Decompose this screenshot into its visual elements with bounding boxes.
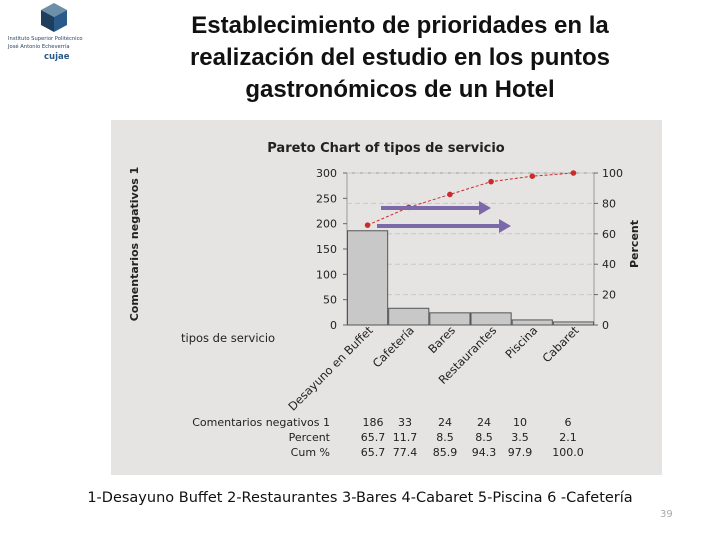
cumulative-point-5 bbox=[529, 173, 536, 179]
table-cell-2-4: 8.5 bbox=[475, 431, 493, 444]
cumulative-point-6 bbox=[570, 170, 577, 176]
x-axis-label: tipos de servicio bbox=[181, 331, 275, 345]
logo-name: cujae bbox=[44, 52, 70, 62]
table-cell-2-3: 8.5 bbox=[436, 431, 454, 444]
table-row-label-3: Cum % bbox=[291, 446, 330, 459]
table-cell-3-3: 85.9 bbox=[433, 446, 458, 459]
table-cell-2-1: 65.7 bbox=[361, 431, 386, 444]
y-tick-label-4: 200 bbox=[316, 218, 337, 231]
y2-tick-label-3: 60 bbox=[602, 228, 616, 241]
y2-tick-label-4: 80 bbox=[602, 197, 616, 210]
table-row-label-1: Comentarios negativos 1 bbox=[192, 416, 330, 429]
table-cell-3-1: 65.7 bbox=[361, 446, 386, 459]
y2-tick-label-0: 0 bbox=[602, 319, 609, 332]
table-cell-3-6: 100.0 bbox=[552, 446, 584, 459]
bar-2 bbox=[388, 307, 430, 326]
chart-title: Pareto Chart of tipos de servicio bbox=[267, 141, 505, 156]
logo-line-1: Instituto Superior Politécnico bbox=[8, 35, 83, 42]
table-cell-1-4: 24 bbox=[477, 416, 491, 429]
table-cell-1-3: 24 bbox=[438, 416, 452, 429]
bar-4 bbox=[470, 312, 512, 326]
table-cell-2-2: 11.7 bbox=[393, 431, 418, 444]
bar-6 bbox=[552, 321, 595, 326]
table-row-label-2: Percent bbox=[289, 431, 331, 444]
table-cell-2-5: 3.5 bbox=[511, 431, 529, 444]
cujae-logo-graphic: Instituto Superior Politécnico José Anto… bbox=[7, 3, 83, 62]
annotation-arrow-lower bbox=[377, 219, 511, 233]
table-cell-1-1: 186 bbox=[363, 416, 384, 429]
cumulative-point-3 bbox=[447, 191, 453, 198]
table-cell-2-6: 2.1 bbox=[559, 431, 577, 444]
cujae-logo: Instituto Superior Politécnico José Anto… bbox=[4, 2, 144, 62]
pareto-chart: Pareto Chart of tipos de servicio Coment… bbox=[111, 120, 662, 475]
category-label-6: Cabaret bbox=[539, 323, 581, 365]
category-label-1: Desayuno en Buffet bbox=[285, 323, 376, 414]
y-tick-label-6: 300 bbox=[316, 167, 337, 180]
table-cell-3-2: 77.4 bbox=[393, 446, 418, 459]
slide-title: Establecimiento de prioridades en la rea… bbox=[189, 12, 611, 103]
cumulative-point-4 bbox=[488, 178, 494, 185]
y-tick-label-3: 150 bbox=[316, 243, 337, 256]
logo-cube-right bbox=[54, 10, 67, 32]
cumulative-point-1 bbox=[364, 222, 371, 228]
y-tick-label-0: 0 bbox=[330, 319, 337, 332]
logo-line-2: José Antonio Echeverría bbox=[7, 43, 70, 50]
y-axis-label: Comentarios negativos 1 bbox=[128, 167, 141, 322]
logo-cube-left bbox=[41, 10, 54, 32]
pareto-chart-svg: Pareto Chart of tipos de servicio Coment… bbox=[128, 141, 641, 459]
table-cell-1-5: 10 bbox=[513, 416, 527, 429]
table-cell-3-4: 94.3 bbox=[472, 446, 497, 459]
bar-5 bbox=[511, 319, 553, 326]
category-label-3: Bares bbox=[425, 323, 458, 356]
bar-3 bbox=[429, 312, 471, 326]
y2-tick-label-5: 100 bbox=[602, 167, 623, 180]
category-label-2: Cafetería bbox=[370, 323, 417, 370]
annotation-arrow-lower-head bbox=[499, 219, 511, 233]
annotation-arrow-upper-head bbox=[479, 201, 491, 215]
category-legend: 1-Desayuno Buffet 2-Restaurantes 3-Bares… bbox=[87, 490, 633, 506]
plot-area: 0 50 100 150 200 250 300 0 20 40 60 80 100 Desayuno e… bbox=[285, 167, 623, 414]
y-tick-label-5: 250 bbox=[316, 192, 337, 205]
annotation-arrow-upper bbox=[381, 201, 491, 215]
y2-tick-label-2: 40 bbox=[602, 258, 616, 271]
category-label-5: Piscina bbox=[502, 323, 540, 361]
page-number: 39 bbox=[660, 509, 673, 520]
table-cell-3-5: 97.9 bbox=[508, 446, 533, 459]
y-tick-label-1: 50 bbox=[323, 294, 337, 307]
y-tick-label-2: 100 bbox=[316, 268, 337, 281]
cumulative-line bbox=[367, 172, 574, 226]
data-table: Comentarios negativos 1 186 33 24 24 10 6 Perce… bbox=[192, 416, 584, 459]
y2-tick-label-1: 20 bbox=[602, 289, 616, 302]
bar-1 bbox=[347, 230, 389, 326]
table-cell-1-2: 33 bbox=[398, 416, 412, 429]
y2-axis-label: Percent bbox=[628, 220, 641, 268]
table-cell-1-6: 6 bbox=[565, 416, 572, 429]
